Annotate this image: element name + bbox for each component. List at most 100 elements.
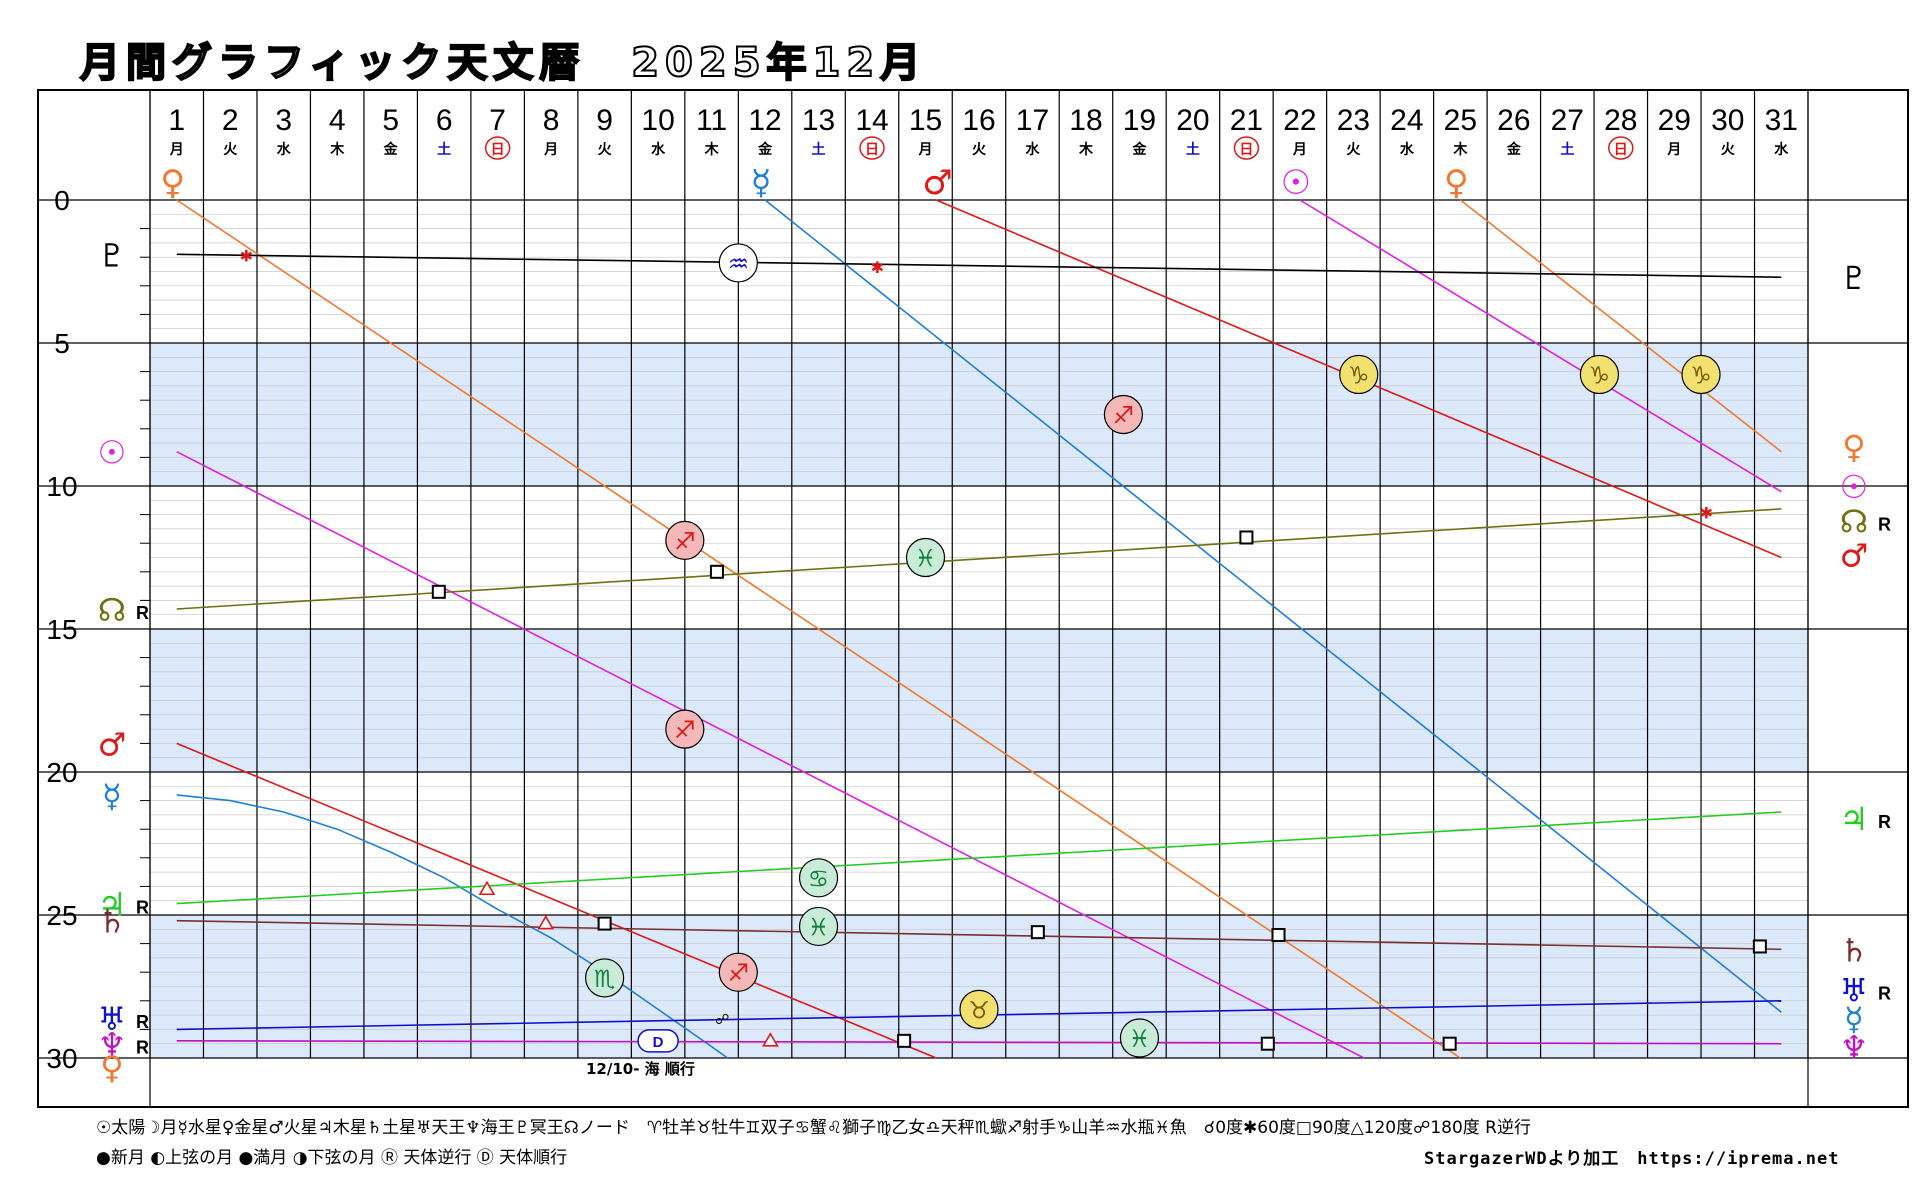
left-planet-label: ♀ [100, 1049, 123, 1087]
moon-sign-glyph: ♑ [1690, 361, 1712, 389]
day-number: 13 [802, 104, 835, 137]
series-line [176, 199, 1461, 1059]
day-number: 20 [1176, 104, 1209, 137]
moon-sign-badge [1681, 354, 1721, 395]
day-number: 8 [543, 104, 560, 137]
aspect-square-marker [1260, 1036, 1275, 1051]
day-number: 6 [436, 104, 453, 137]
retrograde-mark: R [1878, 983, 1891, 1003]
retrograde-mark: R [136, 603, 149, 623]
day-number: 7 [489, 104, 506, 137]
moon-sign-badge [798, 858, 839, 898]
weekday-label: 水 [651, 141, 666, 158]
aspect-trine-marker [478, 880, 496, 896]
weekday-label: 金 [383, 141, 399, 158]
day-number: 14 [855, 104, 888, 137]
sunday-circle [1233, 136, 1260, 160]
moon-sign-glyph: ♒ [728, 250, 750, 278]
weekday-label: 火 [598, 142, 613, 158]
aspect-opposition-marker: ☍ [715, 1012, 729, 1028]
moon-sign-glyph: ♓ [915, 545, 937, 573]
day-number: 9 [596, 104, 613, 137]
day-number: 10 [641, 104, 674, 137]
weekday-label: 土 [1186, 141, 1200, 158]
moon-sign-glyph: ♐ [674, 716, 696, 744]
day-number: 12 [748, 104, 781, 137]
moon-sign-badge [718, 952, 758, 992]
series-line [176, 253, 1782, 278]
moon-sign-badge [1119, 1018, 1160, 1058]
weekday-label: 月 [543, 142, 558, 158]
left-planet-label: ♇ [98, 236, 127, 274]
moon-sign-glyph: ♏ [594, 965, 616, 993]
day-number: 30 [1711, 104, 1744, 137]
series-line [176, 919, 1782, 951]
day-number: 25 [1444, 104, 1477, 137]
day-number: 16 [962, 104, 995, 137]
weekday-label: 日 [865, 142, 879, 158]
ingress-planet-glyph: ♂ [922, 163, 952, 203]
day-number: 31 [1765, 104, 1798, 137]
right-planet-label: ♂ [1840, 537, 1869, 575]
right-planet-label: ♆ [1840, 1029, 1869, 1067]
weekday-label: 木 [704, 141, 720, 158]
weekday-label: 火 [223, 142, 238, 158]
y-tick-label: 25 [46, 900, 77, 931]
moon-sign-glyph: ♓ [1129, 1025, 1151, 1053]
weekday-label: 金 [1131, 141, 1147, 158]
right-planet-label: ♃ [1840, 800, 1869, 838]
aspect-square-marker [1239, 530, 1254, 545]
direct-station-label: D [653, 1034, 664, 1051]
day-number: 17 [1016, 104, 1049, 137]
moon-sign-glyph: ♓ [808, 913, 830, 941]
y-tick-label: 20 [46, 757, 77, 788]
day-number: 3 [275, 104, 292, 137]
moon-sign-badge [665, 520, 705, 560]
day-number: 11 [696, 104, 727, 137]
day-number: 15 [909, 104, 942, 137]
ephemeris-chart: 0 5 10 15 20 25 30 1 月 2 火 3 水 4 木 5 金 6 土 7 日 8 月 9 火 10 水 11 木 12 金 1… [37, 89, 1909, 1108]
left-planet-label: ☿ [102, 777, 122, 815]
weekday-label: 金 [1506, 141, 1522, 158]
retrograde-mark: R [136, 898, 149, 918]
weekday-label: 月 [1292, 142, 1307, 158]
day-number: 22 [1283, 104, 1316, 137]
day-number: 27 [1551, 104, 1584, 137]
right-planet-label: ♄ [1840, 931, 1869, 969]
day-number: 5 [382, 104, 399, 137]
ingress-planet-glyph: ♀ [160, 163, 185, 203]
moon-sign-glyph: ♑ [1589, 361, 1611, 389]
weekday-label: 月 [1666, 142, 1681, 158]
left-planet-label: ♆ [98, 1026, 127, 1064]
aspect-square-marker [1752, 939, 1767, 954]
weekday-label: 日 [1239, 142, 1253, 158]
retrograde-mark: R [1878, 514, 1891, 534]
y-tick-label: 0 [54, 185, 70, 216]
right-planet-label: ☿ [1844, 1000, 1864, 1038]
aspect-sextile-marker: ✱ [240, 246, 253, 265]
weekday-label: 木 [329, 141, 345, 158]
weekday-label: 日 [491, 142, 505, 158]
series-line [176, 794, 729, 1059]
aspect-sextile-marker: ✱ [871, 258, 884, 277]
day-number: 21 [1230, 104, 1263, 137]
y-tick-label: 30 [46, 1043, 77, 1074]
series-line [176, 1040, 1782, 1045]
weekday-label: 金 [757, 141, 773, 158]
weekday-label: 木 [1452, 141, 1468, 158]
ingress-planet-glyph: ♀ [1444, 163, 1469, 203]
retrograde-mark: R [136, 1038, 149, 1058]
station-note: 12/10- 海 順行 [586, 1060, 695, 1078]
weekday-label: 水 [1400, 141, 1415, 158]
day-number: 24 [1390, 104, 1423, 137]
aspect-square-marker [897, 1033, 912, 1048]
weekday-label: 日 [1614, 142, 1628, 158]
y-tick-label: 10 [46, 471, 77, 502]
moon-sign-badge [585, 958, 625, 998]
weekday-label: 火 [972, 142, 987, 158]
credit-text: StargazerWDより加工 https://iprema.net [1424, 1149, 1840, 1169]
moon-sign-badge [1579, 354, 1620, 395]
day-number: 2 [222, 104, 239, 137]
moon-sign-badge [905, 537, 946, 578]
weekday-label: 木 [1078, 141, 1094, 158]
